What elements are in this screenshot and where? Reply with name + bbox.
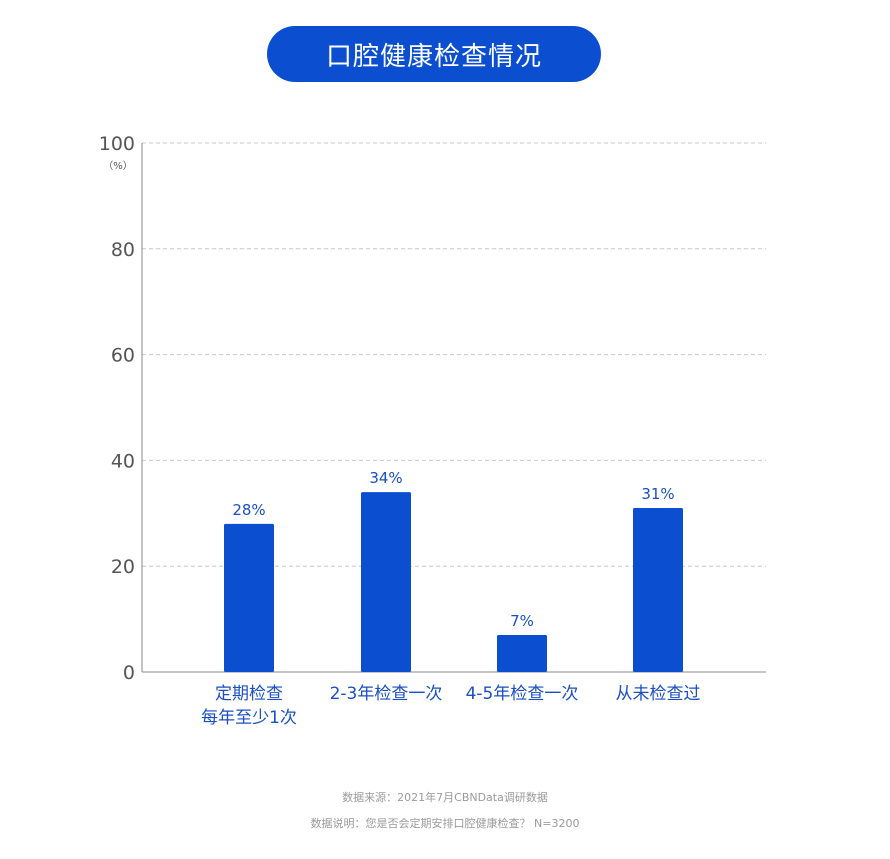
y-tick-label: 0 (123, 662, 135, 684)
data-source-note: 数据来源：2021年7月CBNData调研数据 (342, 791, 548, 804)
x-category-label: 从未检查过 (616, 684, 701, 704)
bar (633, 508, 683, 672)
y-tick-label: 40 (111, 450, 135, 472)
bar-value-label: 7% (510, 612, 534, 630)
data-description-note: 数据说明：您是否会定期安排口腔健康检查？ N=3200 (310, 817, 580, 830)
chart-title: 口腔健康检查情况 (325, 41, 542, 72)
bar (361, 492, 411, 672)
y-tick-label: 20 (111, 556, 135, 578)
bar (224, 523, 274, 672)
x-category-label: 定期检查 (215, 684, 283, 704)
bar (497, 634, 547, 672)
bar-value-label: 31% (641, 485, 674, 503)
bar-value-label: 34% (369, 469, 402, 487)
y-tick-label: 100 (99, 133, 135, 155)
bar-value-label: 28% (232, 501, 265, 519)
y-tick-label: 60 (111, 345, 135, 367)
x-category-label: 2-3年检查一次 (330, 684, 443, 704)
x-category-label: 每年至少1次 (201, 708, 297, 728)
y-axis-unit: （%） (103, 160, 133, 172)
x-category-label: 4-5年检查一次 (466, 684, 579, 704)
chart-title-pill: 口腔健康检查情况 (267, 26, 601, 82)
y-tick-label: 80 (111, 239, 135, 261)
